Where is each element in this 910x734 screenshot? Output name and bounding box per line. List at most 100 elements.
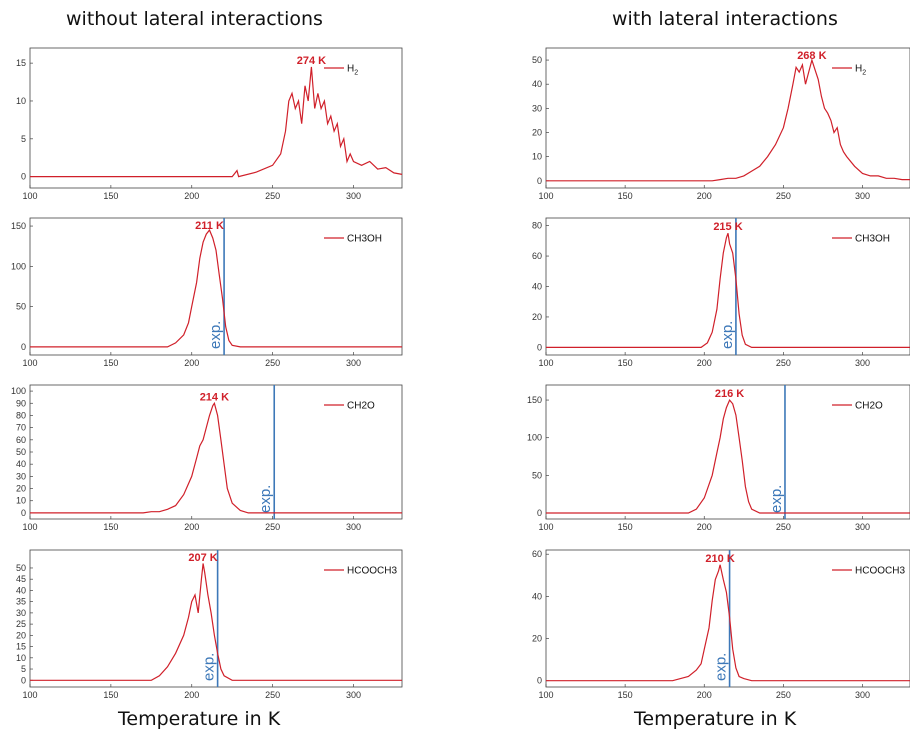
peak-label: 214 K — [200, 391, 229, 403]
x-tick-label: 300 — [346, 522, 361, 532]
legend-label: CH3OH — [855, 234, 890, 245]
y-tick-label: 20 — [532, 312, 542, 322]
right-column-title: with lateral interactions — [612, 8, 838, 30]
x-tick-label: 150 — [618, 191, 633, 201]
left-x-axis-title: Temperature in K — [118, 708, 281, 730]
y-tick-label: 150 — [527, 395, 542, 405]
x-tick-label: 100 — [538, 522, 553, 532]
x-tick-label: 100 — [22, 522, 37, 532]
y-tick-label: 60 — [532, 251, 542, 261]
y-tick-label: 80 — [532, 221, 542, 231]
series-line — [30, 563, 402, 681]
x-tick-label: 100 — [538, 690, 553, 700]
chart-panel-wo-ch3oh: 100 150 200 250 300 0 50 100 150 exp. 211 K CH3OH — [11, 217, 403, 368]
x-tick-label: 100 — [22, 358, 37, 368]
legend-label: CH3OH — [347, 234, 382, 245]
y-tick-label: 60 — [532, 549, 542, 559]
axes-frame — [545, 549, 910, 688]
x-tick-label: 250 — [265, 690, 280, 700]
x-tick-label: 300 — [855, 358, 870, 368]
series-line — [30, 66, 403, 178]
y-tick-label: 0 — [537, 342, 542, 352]
peak-label: 207 K — [188, 552, 217, 564]
x-tick-label: 200 — [697, 191, 712, 201]
y-tick-label: 70 — [16, 423, 26, 433]
peak-label: 210 K — [705, 553, 734, 565]
legend-label: CH2O — [855, 401, 883, 412]
legend-label: CH2O — [347, 401, 375, 412]
exp-label: exp. — [713, 653, 730, 681]
y-tick-label: 0 — [21, 508, 26, 518]
x-tick-label: 150 — [618, 358, 633, 368]
chart-panel-w-ch2o: 100 150 200 250 300 0 50 100 150 exp. 216 K CH2O — [527, 384, 910, 532]
left-column-title: without lateral interactions — [66, 8, 323, 30]
axes-frame — [545, 384, 910, 520]
x-tick-label: 200 — [697, 358, 712, 368]
exp-label: exp. — [257, 485, 274, 513]
y-tick-label: 40 — [532, 79, 542, 89]
legend-subscript: 2 — [862, 70, 866, 77]
y-tick-label: 90 — [16, 398, 26, 408]
peak-label: 274 K — [297, 55, 326, 67]
y-tick-label: 20 — [16, 484, 26, 494]
y-tick-label: 40 — [16, 459, 26, 469]
x-tick-label: 150 — [103, 191, 118, 201]
y-tick-label: 15 — [16, 58, 26, 68]
x-tick-label: 150 — [103, 690, 118, 700]
y-tick-label: 30 — [532, 103, 542, 113]
y-tick-label: 80 — [16, 410, 26, 420]
x-tick-label: 250 — [776, 191, 791, 201]
y-tick-label: 20 — [532, 127, 542, 137]
right-x-axis-title: Temperature in K — [634, 708, 797, 730]
x-tick-label: 200 — [184, 522, 199, 532]
y-tick-label: 25 — [16, 619, 26, 629]
axes-frame — [545, 47, 910, 189]
x-tick-label: 100 — [538, 358, 553, 368]
x-tick-label: 300 — [346, 690, 361, 700]
x-tick-label: 200 — [184, 358, 199, 368]
x-tick-label: 250 — [776, 690, 791, 700]
y-tick-label: 40 — [532, 282, 542, 292]
peak-label: 216 K — [715, 388, 744, 400]
x-tick-label: 250 — [265, 358, 280, 368]
y-tick-label: 10 — [16, 96, 26, 106]
x-tick-label: 150 — [103, 522, 118, 532]
x-tick-label: 250 — [265, 522, 280, 532]
legend-label: HCOOCH3 — [855, 566, 905, 577]
y-tick-label: 100 — [527, 433, 542, 443]
x-tick-label: 100 — [538, 191, 553, 201]
exp-label: exp. — [201, 653, 218, 681]
chart-panel-w-hcooch3: 100 150 200 250 300 0 20 40 60 exp. 210 K HCOOCH3 — [532, 549, 910, 700]
x-tick-label: 100 — [22, 690, 37, 700]
x-tick-label: 150 — [618, 522, 633, 532]
y-tick-label: 30 — [16, 608, 26, 618]
x-tick-label: 250 — [776, 358, 791, 368]
legend-label: H2 — [855, 64, 866, 77]
y-tick-label: 40 — [16, 585, 26, 595]
x-tick-label: 200 — [697, 522, 712, 532]
x-tick-label: 200 — [184, 191, 199, 201]
y-tick-label: 50 — [16, 302, 26, 312]
y-tick-label: 40 — [532, 591, 542, 601]
series-line — [30, 228, 402, 348]
x-tick-label: 300 — [855, 522, 870, 532]
y-tick-label: 35 — [16, 597, 26, 607]
series-line — [546, 57, 910, 182]
y-tick-label: 0 — [537, 676, 542, 686]
x-tick-label: 200 — [697, 690, 712, 700]
y-tick-label: 0 — [537, 508, 542, 518]
y-tick-label: 10 — [16, 653, 26, 663]
y-tick-label: 30 — [16, 471, 26, 481]
y-tick-label: 10 — [532, 152, 542, 162]
x-tick-label: 300 — [346, 358, 361, 368]
y-tick-label: 100 — [11, 261, 26, 271]
peak-label: 215 K — [713, 221, 742, 233]
y-tick-label: 10 — [16, 496, 26, 506]
y-tick-label: 0 — [537, 176, 542, 186]
chart-panel-w-ch3oh: 100 150 200 250 300 0 20 40 60 80 exp. 215 K CH3OH — [532, 217, 910, 368]
x-tick-label: 250 — [776, 522, 791, 532]
peak-label: 211 K — [195, 220, 224, 232]
axes-frame — [29, 47, 403, 189]
y-tick-label: 0 — [21, 675, 26, 685]
series-line — [546, 398, 910, 514]
